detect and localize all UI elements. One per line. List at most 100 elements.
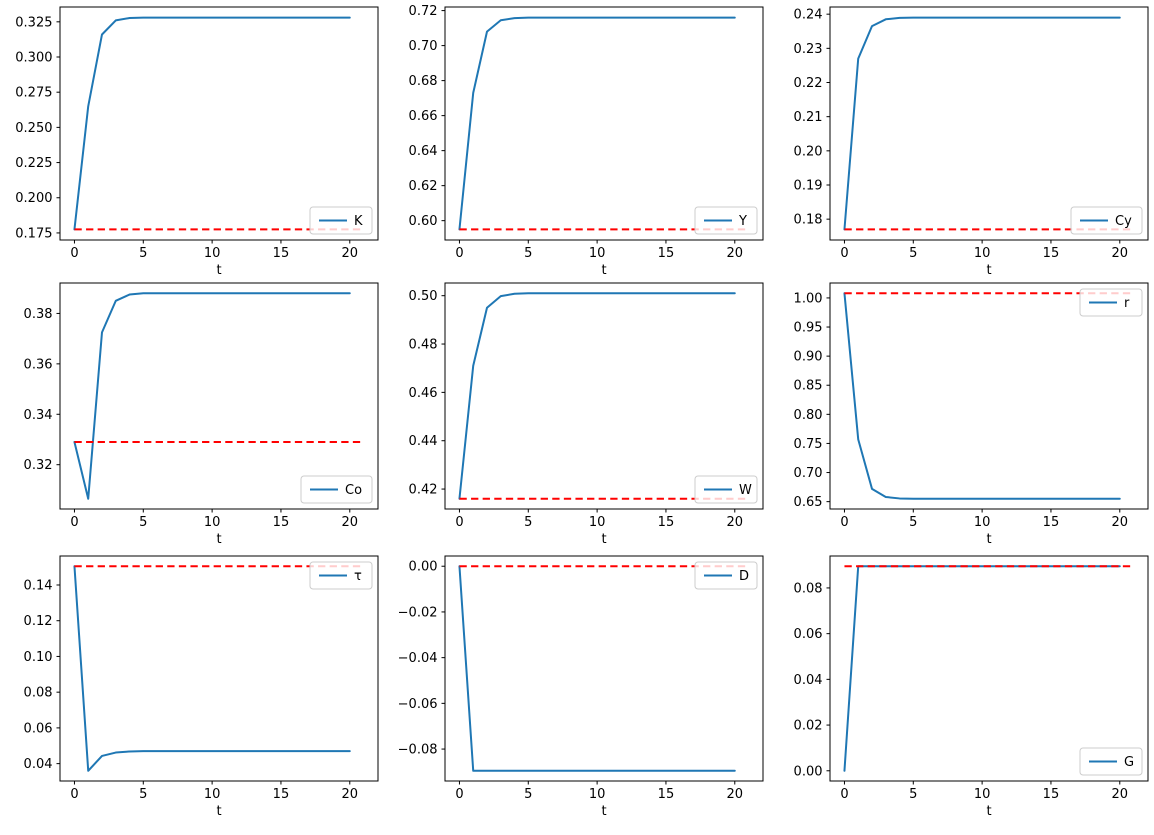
legend-tau: τ bbox=[309, 561, 373, 590]
x-tick-label-cy: 0 bbox=[840, 246, 848, 261]
axes-frame-cy bbox=[829, 6, 1149, 241]
y-tick-label-tau: 0.10 bbox=[24, 650, 53, 665]
x-tick-label-r: 0 bbox=[840, 515, 848, 530]
y-tick-label-tau: 0.12 bbox=[24, 614, 53, 629]
y-tick-label-k: 0.325 bbox=[15, 15, 52, 30]
y-tick-label-w: 0.44 bbox=[409, 434, 438, 449]
y-tick-label-y: 0.64 bbox=[409, 144, 438, 159]
y-tick-label-r: 0.90 bbox=[794, 350, 823, 365]
x-tick-label-d: 5 bbox=[524, 787, 532, 802]
x-axis-label-d: t bbox=[601, 804, 606, 819]
series-line-co bbox=[73, 292, 351, 500]
x-tick-label-k: 5 bbox=[139, 246, 147, 261]
y-tick-label-d: −0.08 bbox=[398, 743, 438, 758]
x-axis-label-w: t bbox=[601, 532, 606, 547]
x-tick-label-co: 5 bbox=[139, 515, 147, 530]
x-tick-label-w: 0 bbox=[455, 515, 463, 530]
y-tick-label-d: 0.00 bbox=[409, 560, 438, 575]
y-tick-label-k: 0.300 bbox=[15, 51, 52, 66]
x-tick-label-co: 15 bbox=[273, 515, 290, 530]
legend-label-w: W bbox=[739, 483, 752, 498]
legend-g: G bbox=[1079, 747, 1143, 776]
y-tick-label-co: 0.34 bbox=[24, 408, 53, 423]
y-tick-label-cy: 0.24 bbox=[794, 8, 823, 23]
x-tick-label-k: 15 bbox=[273, 246, 290, 261]
y-tick-label-y: 0.62 bbox=[409, 179, 438, 194]
subplot-r: 0 5 10 15 20 0.65 0.70 0.75 0.80 0.85 0.90 0.95 1.00… bbox=[794, 282, 1149, 547]
y-tick-label-r: 0.75 bbox=[794, 437, 823, 452]
series-line-y bbox=[458, 16, 736, 231]
y-tick-label-cy: 0.19 bbox=[794, 178, 823, 193]
y-tick-label-cy: 0.21 bbox=[794, 110, 823, 125]
series-line-d bbox=[458, 565, 736, 772]
x-tick-label-d: 10 bbox=[589, 787, 606, 802]
series-line-cy bbox=[843, 16, 1121, 231]
legend-y: Y bbox=[694, 206, 758, 235]
x-axis-label-co: t bbox=[216, 532, 221, 547]
x-tick-label-co: 20 bbox=[342, 515, 359, 530]
y-tick-label-y: 0.68 bbox=[409, 74, 438, 89]
y-tick-label-cy: 0.20 bbox=[794, 144, 823, 159]
x-tick-label-y: 0 bbox=[455, 246, 463, 261]
y-tick-label-tau: 0.08 bbox=[24, 686, 53, 701]
x-tick-label-co: 0 bbox=[70, 515, 78, 530]
subplot-tau: 0 5 10 15 20 0.04 0.06 0.08 0.10 0.12 0.14 t τ bbox=[24, 555, 379, 819]
legend-label-cy: Cy bbox=[1115, 214, 1132, 229]
legend-label-k: K bbox=[354, 214, 363, 229]
x-tick-label-w: 10 bbox=[589, 515, 606, 530]
y-tick-label-k: 0.175 bbox=[15, 226, 52, 241]
y-tick-label-tau: 0.04 bbox=[24, 757, 53, 772]
y-tick-label-w: 0.48 bbox=[409, 338, 438, 353]
x-tick-label-r: 10 bbox=[974, 515, 991, 530]
axes-frame-k bbox=[59, 6, 379, 241]
y-tick-label-cy: 0.22 bbox=[794, 76, 823, 91]
axes-frame-g bbox=[829, 555, 1149, 782]
x-tick-label-r: 15 bbox=[1043, 515, 1060, 530]
x-tick-label-y: 5 bbox=[524, 246, 532, 261]
y-tick-label-k: 0.250 bbox=[15, 121, 52, 136]
x-tick-label-w: 20 bbox=[727, 515, 744, 530]
x-tick-label-y: 10 bbox=[589, 246, 606, 261]
y-tick-label-co: 0.38 bbox=[24, 307, 53, 322]
x-tick-label-r: 20 bbox=[1112, 515, 1129, 530]
series-line-w bbox=[458, 292, 736, 500]
y-tick-label-g: 0.08 bbox=[794, 581, 823, 596]
y-tick-label-k: 0.275 bbox=[15, 86, 52, 101]
x-tick-label-k: 10 bbox=[204, 246, 221, 261]
series-line-tau bbox=[73, 565, 351, 772]
x-axis-label-tau: t bbox=[216, 804, 221, 819]
legend-co: Co bbox=[300, 475, 373, 504]
series-line-r bbox=[843, 292, 1121, 500]
y-tick-label-d: −0.04 bbox=[398, 651, 438, 666]
x-tick-label-cy: 20 bbox=[1112, 246, 1129, 261]
x-tick-label-tau: 20 bbox=[342, 787, 359, 802]
x-tick-label-g: 20 bbox=[1112, 787, 1129, 802]
y-tick-label-g: 0.00 bbox=[794, 764, 823, 779]
x-tick-label-y: 15 bbox=[658, 246, 675, 261]
x-tick-label-d: 15 bbox=[658, 787, 675, 802]
x-axis-label-k: t bbox=[216, 263, 221, 278]
y-tick-label-g: 0.04 bbox=[794, 673, 823, 688]
x-tick-label-y: 20 bbox=[727, 246, 744, 261]
legend-label-tau: τ bbox=[354, 569, 362, 584]
axes-frame-co bbox=[59, 282, 379, 510]
y-tick-label-g: 0.06 bbox=[794, 627, 823, 642]
y-tick-label-y: 0.72 bbox=[409, 4, 438, 19]
y-tick-label-r: 0.65 bbox=[794, 495, 823, 510]
subplot-w: 0 5 10 15 20 0.42 0.44 0.46 0.48 0.50 t W bbox=[409, 282, 764, 547]
axes-frame-y bbox=[444, 6, 764, 241]
x-tick-label-k: 20 bbox=[342, 246, 359, 261]
legend-label-g: G bbox=[1124, 755, 1134, 770]
legend-k: K bbox=[309, 206, 373, 235]
y-tick-label-cy: 0.23 bbox=[794, 42, 823, 57]
y-tick-label-r: 1.00 bbox=[794, 291, 823, 306]
legend-label-d: D bbox=[739, 569, 749, 584]
series-line-g bbox=[843, 565, 1121, 772]
x-tick-label-w: 5 bbox=[524, 515, 532, 530]
y-tick-label-d: −0.06 bbox=[398, 697, 438, 712]
x-axis-label-g: t bbox=[986, 804, 991, 819]
legend-w: W bbox=[694, 475, 758, 504]
y-tick-label-y: 0.70 bbox=[409, 39, 438, 54]
legend-label-r: r bbox=[1124, 296, 1130, 311]
series-line-k bbox=[73, 16, 351, 231]
